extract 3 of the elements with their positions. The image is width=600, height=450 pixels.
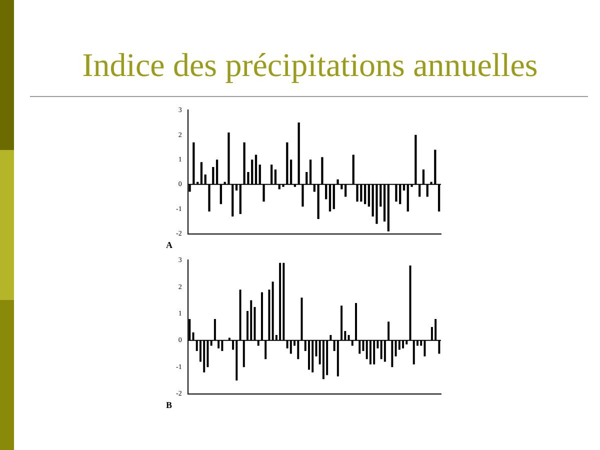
text: B [166,400,172,410]
text: A [166,240,173,250]
chart-title: Indice des précipitations annuelles [81,48,539,85]
